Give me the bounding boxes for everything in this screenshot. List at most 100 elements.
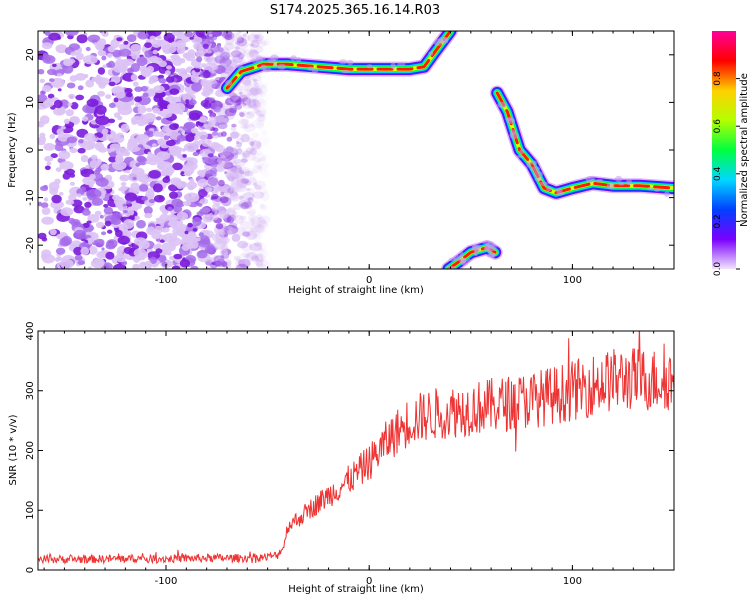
noise-speckle	[234, 145, 242, 151]
noise-speckle	[195, 31, 205, 38]
noise-speckle	[130, 44, 142, 53]
noise-speckle	[245, 230, 258, 240]
noise-speckle	[140, 85, 148, 92]
noise-speckle	[256, 263, 265, 269]
noise-speckle	[236, 37, 247, 47]
noise-speckle	[120, 182, 127, 186]
trace-fringe	[338, 59, 348, 65]
noise-speckle	[236, 148, 243, 155]
noise-speckle	[137, 105, 147, 114]
noise-speckle	[75, 52, 84, 61]
noise-speckle	[229, 191, 238, 197]
noise-speckle	[41, 249, 52, 258]
noise-speckle	[229, 106, 238, 112]
noise-speckle	[52, 63, 57, 68]
trace-fringe	[596, 178, 603, 183]
noise-speckle	[98, 38, 107, 46]
noise-speckle	[240, 124, 247, 129]
noise-speckle	[238, 110, 247, 116]
noise-speckle	[123, 40, 129, 45]
noise-speckle	[244, 170, 254, 177]
noise-speckle	[259, 203, 265, 208]
noise-speckle	[107, 148, 113, 154]
noise-speckle	[108, 132, 119, 143]
noise-speckle	[257, 114, 266, 123]
noise-speckle	[75, 94, 85, 101]
noise-speckle	[132, 81, 139, 87]
noise-speckle	[89, 173, 96, 180]
noise-speckle	[38, 94, 48, 103]
noise-speckle	[242, 152, 247, 156]
noise-speckle	[143, 112, 157, 123]
noise-speckle	[182, 154, 187, 158]
noise-speckle	[171, 198, 183, 207]
noise-speckle	[120, 175, 124, 179]
noise-speckle	[233, 159, 246, 168]
noise-speckle	[171, 145, 181, 155]
noise-speckle	[181, 232, 192, 243]
noise-speckle	[139, 184, 149, 192]
noise-speckle	[256, 106, 267, 114]
noise-speckle	[97, 49, 106, 57]
noise-speckle	[105, 94, 112, 99]
noise-speckle	[255, 83, 267, 91]
noise-speckle	[176, 211, 188, 221]
noise-speckle	[224, 108, 237, 117]
noise-speckle	[48, 32, 61, 41]
noise-speckle	[236, 98, 245, 105]
noise-speckle	[44, 31, 51, 36]
noise-speckle	[176, 134, 186, 142]
noise-speckle	[49, 78, 55, 82]
colorbar-label: Normalized spectral amplitude	[739, 73, 750, 227]
noise-speckle	[155, 248, 163, 254]
noise-speckle	[203, 101, 212, 110]
noise-speckle	[248, 110, 255, 117]
noise-speckle	[113, 97, 119, 103]
noise-speckle	[87, 34, 101, 43]
noise-speckle	[190, 127, 199, 134]
noise-speckle	[101, 247, 105, 251]
trace-fringe	[533, 171, 543, 178]
trace-fringe	[497, 101, 507, 109]
noise-speckle	[249, 141, 255, 147]
trace-fringe	[459, 250, 464, 258]
trace-core	[225, 31, 452, 90]
noise-speckle	[144, 212, 153, 219]
noise-speckle	[73, 246, 83, 256]
noise-speckle	[230, 179, 244, 190]
noise-speckle	[239, 58, 246, 64]
noise-speckle	[251, 74, 262, 82]
noise-speckle	[228, 222, 238, 229]
noise-speckle	[56, 128, 64, 136]
noise-speckle	[211, 70, 217, 74]
noise-speckle	[95, 177, 109, 187]
noise-speckle	[160, 109, 173, 118]
noise-speckle	[89, 159, 100, 169]
noise-speckle	[234, 46, 240, 50]
noise-speckle	[251, 255, 260, 262]
noise-speckle	[258, 248, 267, 255]
noise-speckle	[207, 140, 212, 144]
noise-speckle	[252, 144, 261, 151]
noise-speckle	[238, 94, 248, 103]
noise-speckle	[225, 171, 235, 178]
noise-speckle	[229, 108, 238, 113]
trace-fringe	[442, 37, 449, 44]
trace-fringe	[390, 62, 396, 70]
trace-fringe	[270, 54, 279, 61]
noise-speckle	[260, 130, 268, 136]
noise-speckle	[242, 79, 252, 86]
noise-speckle	[255, 36, 263, 43]
noise-speckle	[62, 64, 74, 74]
noise-speckle	[86, 188, 102, 199]
noise-speckle	[235, 263, 249, 269]
noise-speckle	[250, 219, 256, 225]
noise-speckle	[70, 51, 77, 56]
noise-speckle	[74, 254, 83, 261]
noise-speckle	[182, 93, 192, 102]
noise-speckle	[82, 116, 89, 122]
noise-speckle	[251, 132, 260, 139]
noise-speckle	[240, 133, 250, 143]
noise-speckle	[145, 107, 153, 113]
noise-speckle	[247, 123, 255, 128]
